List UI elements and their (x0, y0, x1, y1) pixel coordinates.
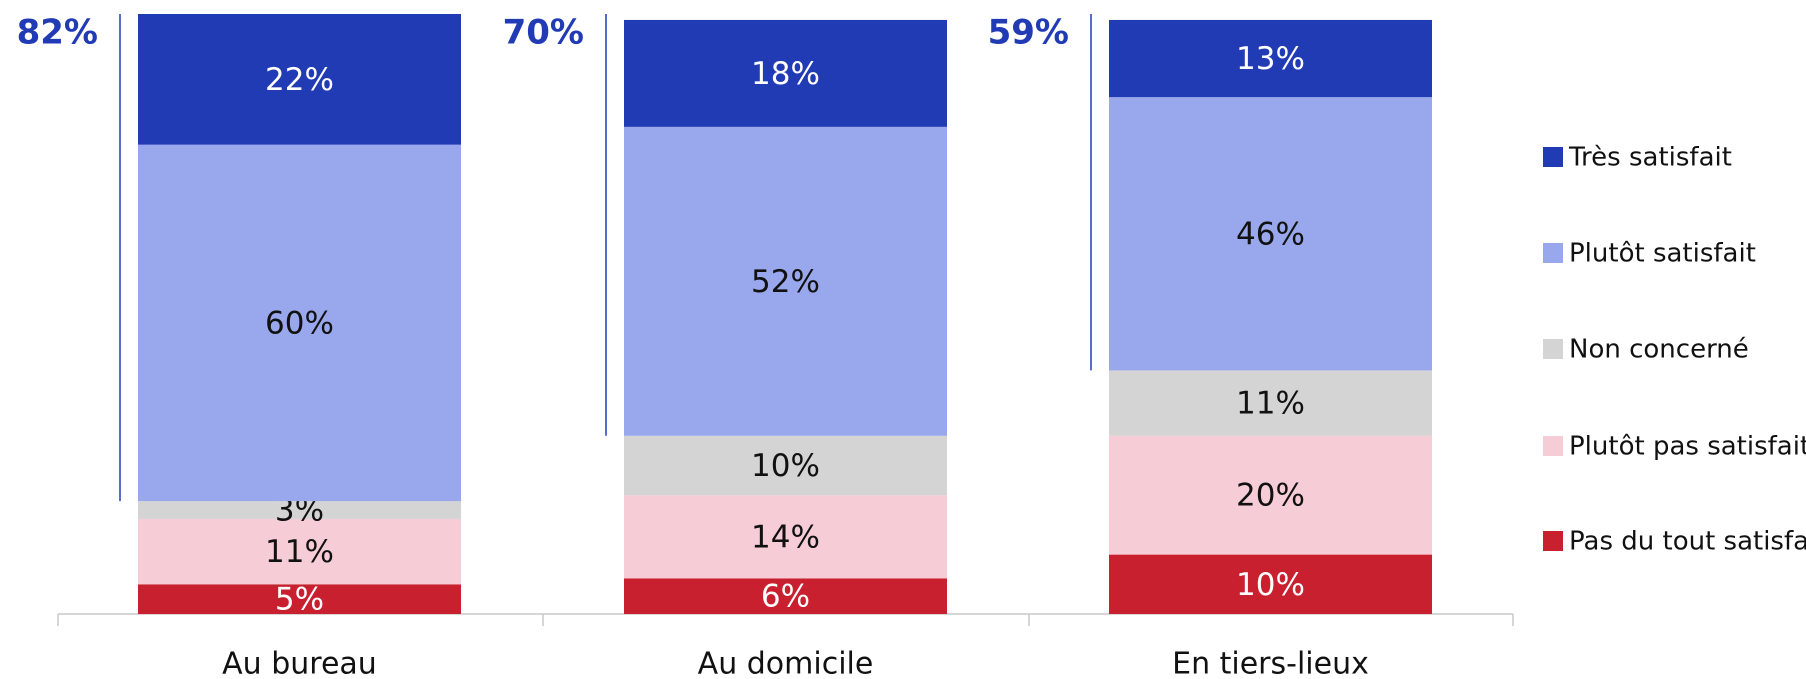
data-label: 11% (1236, 386, 1305, 422)
legend-label: Plutôt pas satisfait (1569, 432, 1806, 462)
bar-segment (138, 501, 461, 519)
total-label: 59% (988, 13, 1069, 53)
bar-segment (1109, 370, 1432, 436)
bar-segment (1109, 435, 1432, 555)
legend-swatch (1543, 436, 1563, 456)
data-label: 10% (751, 448, 820, 484)
data-label: 14% (751, 519, 820, 555)
legend-swatch (1543, 147, 1563, 167)
data-label: 18% (751, 56, 820, 92)
bar-segment (624, 578, 947, 614)
data-label: 52% (751, 264, 820, 300)
data-label: 46% (1236, 216, 1305, 252)
bar-segment (624, 435, 947, 496)
bar-segment (138, 14, 461, 145)
bar-segment (1109, 97, 1432, 371)
legend-label: Très satisfait (1568, 143, 1732, 173)
bar-segment (138, 518, 461, 585)
legend-label: Plutôt satisfait (1569, 239, 1756, 269)
bar-segment (138, 144, 461, 502)
x-tick-label: Au bureau (222, 647, 377, 679)
bar-segment (624, 495, 947, 579)
bar-segment (624, 19, 947, 127)
legend-swatch (1543, 339, 1563, 359)
data-label: 60% (265, 305, 334, 341)
x-tick-label: Au domicile (698, 647, 874, 679)
data-label: 10% (1236, 567, 1305, 603)
legend-label: Pas du tout satisfait (1569, 527, 1806, 557)
legend-swatch (1543, 531, 1563, 551)
legend-label: Non concerné (1569, 335, 1749, 365)
bar-segment (1109, 554, 1432, 614)
data-label: 11% (265, 534, 334, 570)
total-label: 82% (17, 13, 98, 53)
data-label: 5% (275, 582, 324, 618)
bar-segment (1109, 19, 1432, 98)
data-label: 6% (761, 579, 810, 615)
x-tick-label: En tiers-lieux (1172, 647, 1369, 679)
data-label: 22% (265, 62, 334, 98)
legend-swatch (1543, 243, 1563, 263)
bar-segment (624, 126, 947, 436)
data-label: 13% (1236, 41, 1305, 77)
total-label: 70% (503, 13, 584, 53)
bar-segment (138, 584, 461, 614)
data-label: 20% (1236, 478, 1305, 514)
